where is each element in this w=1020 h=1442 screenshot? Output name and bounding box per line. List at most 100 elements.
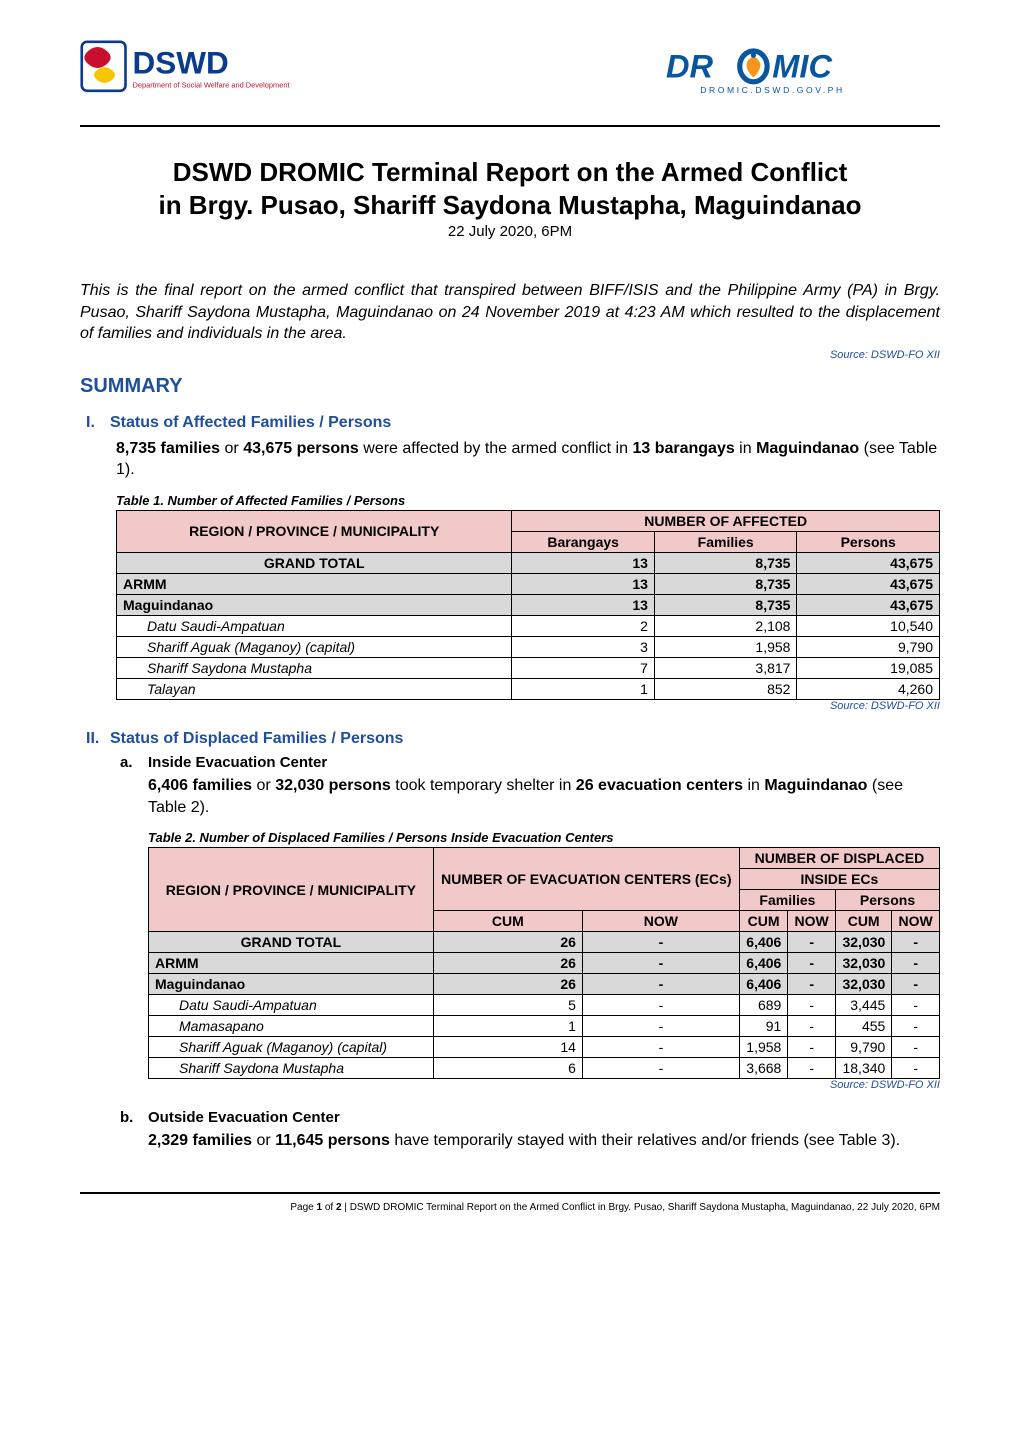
t2-cell-label: Shariff Saydona Mustapha	[149, 1058, 434, 1079]
t2-cell: 18,340	[835, 1058, 891, 1079]
t2-cell-label: Maguindanao	[149, 974, 434, 995]
t2-h-now: NOW	[892, 911, 940, 932]
table-row: Shariff Saydona Mustapha6-3,668-18,340-	[149, 1058, 940, 1079]
t2-cell: 3,445	[835, 995, 891, 1016]
t1-cell-families: 852	[654, 678, 797, 699]
t2-cell: 6	[433, 1058, 582, 1079]
table-row: Shariff Saydona Mustapha73,81719,085	[117, 657, 940, 678]
table-row: ARMM138,73543,675	[117, 573, 940, 594]
t1-cell-barangays: 13	[512, 594, 655, 615]
t1-cell-persons: 43,675	[797, 573, 940, 594]
t1-cell-persons: 19,085	[797, 657, 940, 678]
t1-cell-label: Maguindanao	[117, 594, 512, 615]
t2-h-region: REGION / PROVINCE / MUNICIPALITY	[149, 848, 434, 932]
t2-cell: 32,030	[835, 932, 891, 953]
t2-cell: -	[892, 953, 940, 974]
t2-cell: -	[892, 1037, 940, 1058]
s1-m2: were affected by the armed conflict in	[359, 440, 633, 457]
table-row: Datu Saudi-Ampatuan22,10810,540	[117, 615, 940, 636]
table-row: Talayan18524,260	[117, 678, 940, 699]
section-1-body: 8,735 families or 43,675 persons were af…	[116, 438, 940, 481]
t2-h-now: NOW	[582, 911, 739, 932]
source-label-1: Source: DSWD-FO XII	[80, 349, 940, 361]
t1-cell-families: 2,108	[654, 615, 797, 636]
t1-cell-persons: 43,675	[797, 594, 940, 615]
t2-h-cum: CUM	[433, 911, 582, 932]
t2-cell: 26	[433, 974, 582, 995]
summary-heading: SUMMARY	[80, 375, 940, 398]
t1-cell-label: GRAND TOTAL	[117, 552, 512, 573]
t2-cell: -	[582, 1037, 739, 1058]
s1-barangays: 13 barangays	[632, 440, 734, 457]
t1-cell-label: Shariff Aguak (Maganoy) (capital)	[117, 636, 512, 657]
t1-cell-label: Talayan	[117, 678, 512, 699]
table-2: REGION / PROVINCE / MUNICIPALITY NUMBER O…	[148, 847, 940, 1079]
t2-cell: -	[582, 1058, 739, 1079]
source-label-3: Source: DSWD-FO XII	[80, 1079, 940, 1091]
table-1: REGION / PROVINCE / MUNICIPALITYNUMBER O…	[116, 510, 940, 700]
sb-families: 2,329 families	[148, 1132, 252, 1149]
t2-cell: -	[892, 1016, 940, 1037]
sa-m2: took temporary shelter in	[391, 777, 576, 794]
sub-b-letter: b.	[120, 1109, 148, 1126]
sub-b-body: 2,329 families or 11,645 persons have te…	[148, 1130, 940, 1152]
t2-cell: 1,958	[739, 1037, 787, 1058]
t2-cell: -	[788, 1037, 836, 1058]
t2-cell: -	[582, 974, 739, 995]
t1-cell-persons: 10,540	[797, 615, 940, 636]
svg-text:MIC: MIC	[772, 49, 832, 85]
report-date: 22 July 2020, 6PM	[80, 223, 940, 240]
t2-cell-label: GRAND TOTAL	[149, 932, 434, 953]
t2-cell: -	[788, 1058, 836, 1079]
t1-h-region: REGION / PROVINCE / MUNICIPALITY	[117, 510, 512, 552]
sub-a-title: Inside Evacuation Center	[148, 754, 327, 771]
t1-cell-label: Shariff Saydona Mustapha	[117, 657, 512, 678]
sb-m1: or	[252, 1132, 275, 1149]
t2-cell: 6,406	[739, 932, 787, 953]
table-row: Maguindanao138,73543,675	[117, 594, 940, 615]
table-row: Datu Saudi-Ampatuan5-689-3,445-	[149, 995, 940, 1016]
subsection-b-header: b. Outside Evacuation Center	[120, 1109, 940, 1126]
report-title-line1: DSWD DROMIC Terminal Report on the Armed…	[80, 157, 940, 188]
table-1-caption: Table 1. Number of Affected Families / P…	[116, 493, 940, 508]
sub-a-letter: a.	[120, 754, 148, 771]
t1-cell-barangays: 13	[512, 552, 655, 573]
dswd-logo-icon: DSWD Department of Social Welfare and De…	[80, 40, 343, 110]
t1-h-persons: Persons	[797, 531, 940, 552]
t1-cell-barangays: 1	[512, 678, 655, 699]
s1-province: Maguindanao	[756, 440, 859, 457]
t2-h-cum: CUM	[739, 911, 787, 932]
s1-m1: or	[220, 440, 243, 457]
section-2-number: II.	[80, 730, 110, 748]
section-1-number: I.	[80, 414, 110, 432]
t1-cell-persons: 4,260	[797, 678, 940, 699]
t2-cell: -	[582, 932, 739, 953]
t2-cell: -	[788, 974, 836, 995]
t2-cell: -	[788, 995, 836, 1016]
sb-persons: 11,645 persons	[275, 1132, 390, 1149]
t1-cell-families: 1,958	[654, 636, 797, 657]
t2-cell: -	[892, 932, 940, 953]
t1-cell-persons: 9,790	[797, 636, 940, 657]
t2-h-now: NOW	[788, 911, 836, 932]
sa-ecs: 26 evacuation centers	[576, 777, 743, 794]
t2-cell: 32,030	[835, 953, 891, 974]
subsection-a-header: a. Inside Evacuation Center	[120, 754, 940, 771]
t2-cell-label: ARMM	[149, 953, 434, 974]
t2-cell: -	[892, 1058, 940, 1079]
t2-h-disp: NUMBER OF DISPLACED	[739, 848, 939, 869]
svg-text:DROMIC.DSWD.GOV.PH: DROMIC.DSWD.GOV.PH	[700, 85, 844, 95]
footer-page-prefix: Page	[290, 1202, 316, 1213]
sub-b-title: Outside Evacuation Center	[148, 1109, 340, 1126]
t2-h-persons: Persons	[835, 890, 939, 911]
table-row: Mamasapano1-91-455-	[149, 1016, 940, 1037]
t2-cell-label: Mamasapano	[149, 1016, 434, 1037]
t1-cell-families: 3,817	[654, 657, 797, 678]
sa-prov: Maguindanao	[764, 777, 867, 794]
table-row: Shariff Aguak (Maganoy) (capital)14-1,95…	[149, 1037, 940, 1058]
t2-cell: -	[788, 1016, 836, 1037]
dromic-logo: DR MIC DROMIC.DSWD.GOV.PH	[666, 45, 940, 105]
t2-cell: -	[892, 974, 940, 995]
t1-h-affected: NUMBER OF AFFECTED	[512, 510, 940, 531]
sa-persons: 32,030 persons	[275, 777, 391, 794]
